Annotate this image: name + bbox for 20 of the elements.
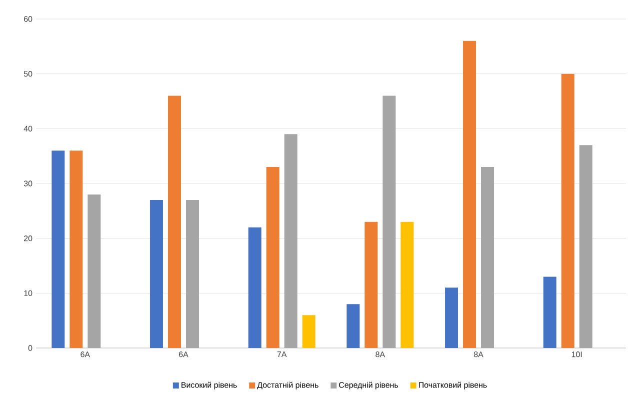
bar [400, 222, 414, 348]
bar [463, 40, 476, 348]
bar [168, 96, 181, 348]
bar [302, 315, 316, 348]
bar [284, 134, 298, 348]
bar [382, 96, 396, 348]
bar [248, 227, 262, 348]
bar [150, 200, 163, 348]
bar [579, 145, 592, 348]
bar [88, 194, 101, 348]
bar [481, 167, 494, 348]
bar [70, 150, 83, 348]
bar [346, 304, 360, 348]
bar [186, 200, 199, 348]
bar [364, 222, 378, 348]
bar [266, 167, 280, 348]
bar [445, 288, 458, 348]
bar [561, 74, 574, 348]
bar [543, 276, 556, 348]
bar [52, 150, 65, 348]
